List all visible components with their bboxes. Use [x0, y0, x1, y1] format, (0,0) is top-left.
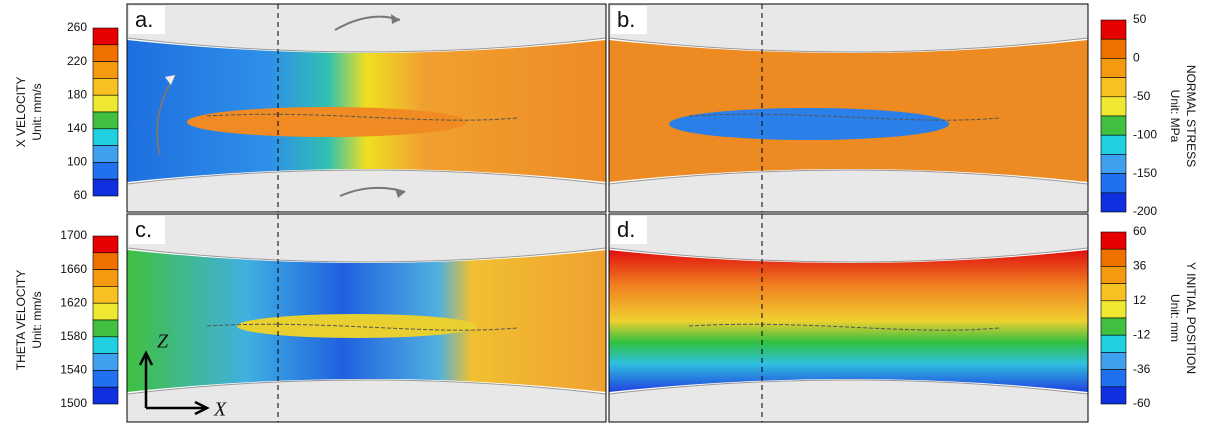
colorbar-tick-label: -200 — [1133, 204, 1157, 218]
colorbar-tick-label: 50 — [1133, 12, 1147, 26]
colorbar-tick-label: -12 — [1133, 327, 1151, 341]
axis-label: X — [213, 399, 227, 421]
color-band — [93, 129, 118, 146]
colorbar-title: NORMAL STRESS — [1184, 65, 1198, 167]
colorbar-tick-label: 1620 — [60, 295, 87, 309]
color-band — [1101, 284, 1126, 301]
tube — [609, 250, 1088, 392]
color-band — [1101, 301, 1126, 318]
color-band — [93, 146, 118, 163]
defect-zone — [187, 107, 467, 137]
colorbar-tick-label: 0 — [1133, 51, 1140, 65]
color-band — [1101, 39, 1126, 58]
colorbar-tick-label: 1580 — [60, 329, 87, 343]
die-top — [127, 4, 606, 52]
panel-label: a. — [135, 7, 153, 32]
color-band — [93, 253, 118, 270]
color-band — [1101, 97, 1126, 116]
colorbar-title: Y INITIAL POSITION — [1184, 262, 1198, 374]
colorbar-tick-label: 12 — [1133, 293, 1147, 307]
color-band — [1101, 78, 1126, 97]
color-band — [93, 236, 118, 253]
colorbar-tick-label: 140 — [67, 121, 87, 135]
color-band — [93, 95, 118, 112]
colorbar-tick-label: 180 — [67, 87, 87, 101]
color-band — [1101, 193, 1126, 212]
die-top — [127, 214, 606, 262]
color-band — [1101, 58, 1126, 77]
colorbar-tick-label: 1500 — [60, 396, 87, 410]
colorbar-tick-label: 1700 — [60, 228, 87, 242]
colorbar-tick-label: 60 — [74, 188, 88, 202]
defect-zone — [669, 108, 949, 140]
color-band — [93, 78, 118, 95]
color-band — [93, 28, 118, 45]
color-band — [1101, 116, 1126, 135]
colorbar-tick-label: 36 — [1133, 259, 1147, 273]
color-band — [93, 62, 118, 79]
color-band — [93, 387, 118, 404]
color-band — [1101, 335, 1126, 352]
colorbar-tick-label: 220 — [67, 54, 87, 68]
color-band — [1101, 154, 1126, 173]
colorbar-tick-label: -60 — [1133, 396, 1151, 410]
color-band — [93, 354, 118, 371]
color-band — [1101, 352, 1126, 369]
color-band — [1101, 387, 1126, 404]
colorbar-tick-label: -50 — [1133, 89, 1151, 103]
color-band — [93, 337, 118, 354]
colorbar-unit: Unit: mm — [1168, 294, 1182, 342]
color-band — [93, 162, 118, 179]
color-band — [1101, 318, 1126, 335]
colorbar-unit: Unit: mm/s — [30, 83, 44, 140]
color-band — [93, 303, 118, 320]
panel: d. — [609, 214, 1088, 422]
panel-label: d. — [617, 217, 635, 242]
colorbar-unit: Unit: MPa — [1168, 90, 1182, 143]
figure: a.b.c.d.ZX26022018014010060X VELOCITYUni… — [0, 0, 1210, 425]
colorbar-tick-label: -150 — [1133, 166, 1157, 180]
panel: c. — [127, 214, 606, 422]
color-band — [93, 179, 118, 196]
colorbar-tick-label: 60 — [1133, 224, 1147, 238]
colorbar-tick-label: 260 — [67, 20, 87, 34]
color-band — [93, 286, 118, 303]
color-band — [1101, 135, 1126, 154]
color-band — [1101, 266, 1126, 283]
colorbar-tick-label: 1540 — [60, 363, 87, 377]
colorbar-unit: Unit: mm/s — [30, 291, 44, 348]
colorbar-tick-label: 1660 — [60, 262, 87, 276]
color-band — [1101, 174, 1126, 193]
color-band — [93, 320, 118, 337]
defect-zone — [237, 314, 477, 338]
color-band — [93, 270, 118, 287]
color-band — [1101, 20, 1126, 39]
colorbar-tick-label: -100 — [1133, 127, 1157, 141]
colorbar: 1700 1660 1620 1580 1540 1500 THETA VELOCITYUn… — [14, 228, 118, 410]
die-top — [609, 214, 1088, 262]
die-top — [609, 4, 1088, 52]
color-band — [1101, 370, 1126, 387]
colorbar-title: X VELOCITY — [14, 77, 28, 148]
color-band — [93, 112, 118, 129]
panel-label: c. — [135, 217, 152, 242]
color-band — [1101, 249, 1126, 266]
panel: b. — [609, 4, 1088, 212]
color-band — [93, 370, 118, 387]
color-band — [93, 45, 118, 62]
panel: a. — [127, 4, 606, 212]
panel-label: b. — [617, 7, 635, 32]
color-band — [1101, 232, 1126, 249]
axis-label: Z — [157, 331, 169, 353]
colorbar-title: THETA VELOCITY — [14, 270, 28, 370]
colorbar-tick-label: 100 — [67, 155, 87, 169]
colorbar-tick-label: -36 — [1133, 362, 1151, 376]
